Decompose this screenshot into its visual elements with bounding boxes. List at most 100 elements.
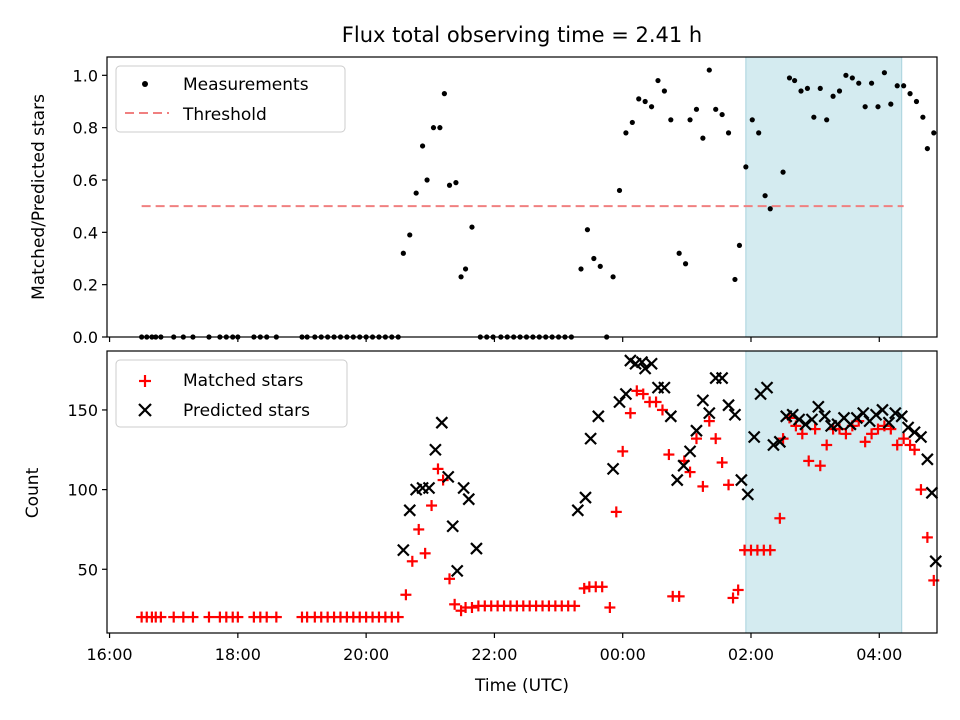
predicted-star-point [619, 387, 633, 401]
matched-star-point [624, 407, 636, 419]
matched-star-point [432, 463, 444, 475]
measurement-point [849, 75, 855, 81]
measurement-point [413, 190, 419, 196]
predicted-star-point [799, 418, 812, 431]
matched-star-point [187, 611, 199, 623]
measurement-point [437, 125, 443, 131]
measurement-point [700, 135, 706, 141]
predicted-star-point [690, 424, 703, 437]
measurement-point [458, 274, 464, 280]
predicted-star-point [767, 438, 780, 452]
predicted-star-point [786, 408, 799, 422]
y-tick-label: 50 [78, 560, 98, 579]
measurement-point [462, 266, 469, 272]
predicted-star-point [441, 470, 455, 484]
predicted-star-point [773, 435, 787, 449]
y-tick-label: 0.4 [73, 223, 98, 242]
predicted-star-point [645, 357, 658, 371]
matched-star-point [168, 611, 180, 623]
measurement-point [676, 250, 682, 256]
bottom-y-axis-label: Count [23, 467, 43, 518]
measurement-point [441, 91, 447, 97]
measurement-point [682, 261, 689, 267]
top-plot-frame [106, 56, 938, 338]
predicted-star-point [403, 504, 417, 517]
measurement-point [578, 266, 584, 272]
measurement-point [642, 98, 648, 105]
predicted-star-point [470, 542, 483, 555]
predicted-star-point [457, 481, 470, 495]
measurement-point [424, 177, 430, 183]
measurement-point [693, 106, 700, 112]
predicted-star-point [658, 381, 671, 394]
matched-star-point [569, 600, 581, 612]
matched-star-point [449, 598, 461, 610]
bottom-panel: 50 100 150 16:00 18:00 20:00 22:00 00:00 02:00 0… [23, 350, 942, 696]
measurement-point [400, 250, 406, 256]
predicted-star-point [435, 416, 449, 429]
legend-matched: Matched stars [183, 371, 303, 391]
matched-star-point [631, 385, 643, 397]
predicted-star-point [792, 413, 806, 426]
matched-star-point [928, 574, 940, 586]
predicted-star-point [901, 421, 915, 434]
measurement-point [655, 77, 661, 84]
measurement-point [623, 130, 629, 136]
measurement-point [856, 80, 862, 86]
y-tick-label: 0.2 [73, 276, 98, 295]
predicted-star-point [462, 492, 476, 506]
measurement-point [830, 93, 836, 99]
matched-star-point [866, 428, 878, 440]
measurement-point [706, 67, 712, 73]
predicted-star-point [683, 445, 697, 458]
predicted-star-point [670, 473, 684, 487]
y-tick-label: 0.0 [73, 328, 98, 347]
x-tick-label: 04:00 [856, 645, 902, 664]
predicted-star-point [747, 430, 761, 444]
measurement-point [407, 232, 413, 238]
predicted-star-point [422, 481, 436, 495]
predicted-star-point [869, 408, 883, 422]
measurement-point [843, 72, 849, 78]
predicted-star-point [895, 410, 908, 423]
predicted-star-point [929, 555, 942, 568]
measurement-point [743, 164, 749, 170]
predicted-legend-marker [138, 403, 152, 417]
measurement-point [661, 88, 667, 94]
predicted-star-point [850, 411, 864, 425]
predicted-star-point [677, 459, 690, 472]
matched-star-point [444, 573, 456, 585]
predicted-star-point [446, 519, 460, 533]
measurement-point [469, 224, 475, 230]
x-tick-label: 18:00 [215, 645, 261, 664]
matched-star-point [796, 428, 808, 440]
measurement-point [453, 180, 459, 186]
predicted-star-point [635, 355, 649, 369]
matched-star-point [727, 592, 739, 604]
predicted-star-point [606, 462, 620, 476]
top-panel: 0.0 0.2 0.4 0.6 0.8 1.0 Matched/Predicted sta… [29, 56, 938, 347]
predicted-star-point [812, 400, 825, 414]
y-tick-label: 0.8 [73, 119, 98, 138]
measurement-point [616, 187, 623, 194]
matched-star-point [270, 611, 282, 623]
measurement-point [804, 85, 811, 92]
predicted-star-point [728, 408, 742, 422]
matched-star-point [392, 611, 404, 623]
predicted-star-point [397, 543, 410, 557]
legend-threshold: Threshold [182, 105, 267, 125]
x-tick-label: 16:00 [87, 645, 133, 664]
measurement-point [894, 83, 900, 89]
matched-star-point [419, 547, 431, 559]
matched-star-point [232, 611, 244, 623]
matched-star-point [610, 506, 622, 518]
matched-star-point [650, 396, 662, 408]
top-xticks [108, 337, 880, 342]
measurement-point [736, 242, 743, 249]
predicted-star-point [882, 416, 896, 429]
predicted-star-point [450, 564, 464, 578]
matched-star-point [915, 484, 927, 496]
measurement-point [719, 111, 725, 118]
matched-star-point [764, 544, 776, 556]
measurement-point [732, 276, 738, 283]
